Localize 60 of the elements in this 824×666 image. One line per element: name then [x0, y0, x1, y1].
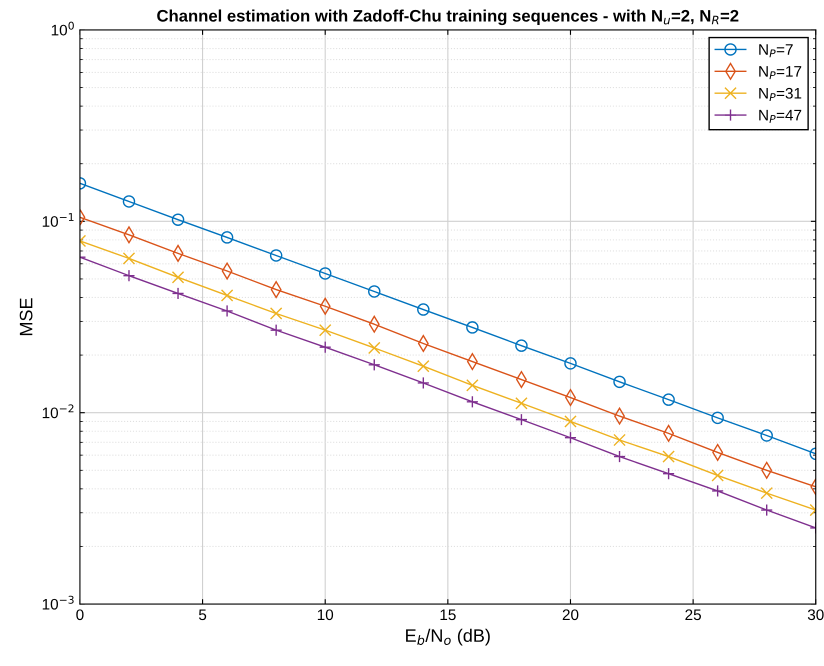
point: [318, 267, 332, 280]
point: [172, 287, 184, 300]
point: [318, 340, 332, 354]
point: [760, 486, 773, 500]
point: [760, 504, 773, 516]
y-axis-title: MSE: [20, 298, 32, 336]
legend-label: N$_{P}$=7: [759, 44, 793, 58]
point: [711, 469, 724, 482]
point: [270, 324, 282, 336]
point: [270, 307, 282, 320]
point: [613, 450, 626, 463]
point: [711, 412, 724, 424]
chart-title: Channel estimation with Zadoff-Chu training sequences - with N$_{u}$=2, N$_{R}$=2: [157, 9, 738, 26]
point: [220, 304, 234, 318]
x-tick-label: 20: [562, 609, 578, 620]
y-tick-label: 10$^{−2}$: [42, 404, 74, 418]
point: [564, 415, 577, 428]
x-tick-label: 0: [76, 609, 84, 620]
y-tick-label: 10$^{0}$: [52, 22, 74, 36]
point: [515, 397, 528, 410]
point: [466, 379, 479, 392]
point: [122, 252, 136, 265]
point: [564, 431, 577, 444]
point: [417, 360, 430, 372]
point: [564, 357, 577, 370]
point: [662, 467, 675, 480]
x-tick-label: 15: [440, 609, 456, 620]
legend-label: N$_{P}$=17: [759, 66, 802, 80]
point: [711, 484, 724, 498]
point: [220, 289, 234, 302]
point: [662, 393, 675, 406]
point: [368, 358, 381, 372]
point: [368, 285, 381, 298]
legend-label: N$_{P}$=31: [759, 88, 802, 102]
point: [172, 213, 184, 226]
point: [515, 339, 528, 352]
x-tick-label: 30: [808, 609, 824, 620]
x-tick-label: 25: [685, 609, 701, 620]
point: [417, 303, 430, 316]
point: [613, 434, 626, 446]
point: [662, 450, 675, 463]
y-tick-label: 10$^{−1}$: [42, 213, 74, 227]
point: [760, 429, 773, 442]
x-axis-title: E$_{b}$/N$_{o}$ (dB): [406, 628, 490, 646]
point: [466, 396, 479, 408]
point: [613, 376, 626, 388]
legend-label: N$_{P}$=47: [759, 110, 802, 123]
point: [220, 231, 234, 244]
point: [122, 269, 136, 282]
point: [270, 249, 282, 262]
point: [318, 324, 332, 336]
x-tick-label: 5: [198, 609, 206, 620]
point: [122, 195, 136, 208]
point: [515, 413, 528, 426]
point: [466, 321, 479, 334]
x-tick-label: 10: [318, 609, 334, 620]
point: [172, 271, 184, 284]
point: [417, 376, 430, 390]
point: [368, 342, 381, 354]
y-tick-label: 10$^{−3}$: [42, 596, 74, 610]
